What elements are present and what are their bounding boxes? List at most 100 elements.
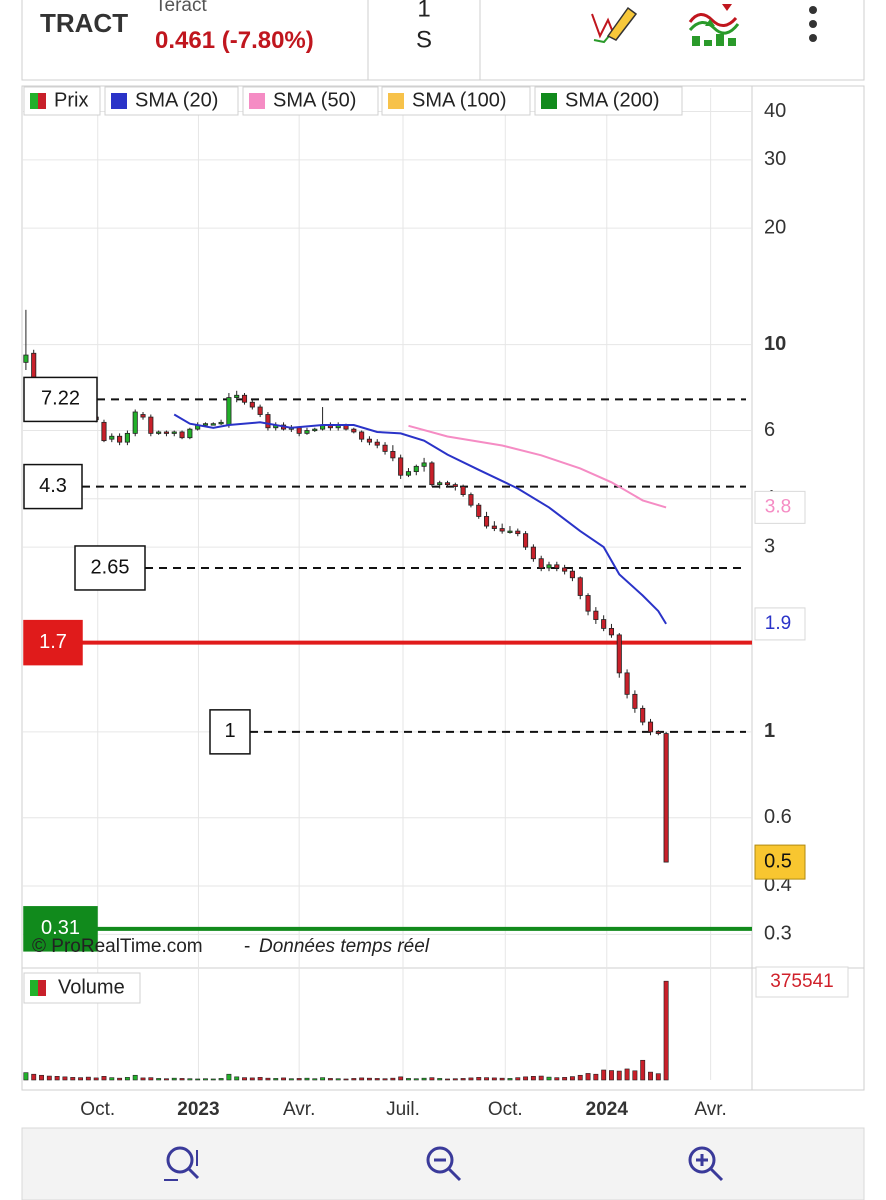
candle-body — [413, 465, 419, 473]
volume-bar — [257, 1077, 263, 1081]
volume-bar — [406, 1078, 411, 1081]
volume-bar — [163, 1078, 169, 1081]
volume-bar — [249, 1077, 255, 1081]
volume-bar — [93, 1077, 99, 1081]
legend-label: SMA (100) — [412, 89, 506, 111]
candle-body — [616, 634, 622, 674]
legend-box — [381, 86, 531, 116]
level-label-box — [209, 709, 251, 755]
candle-body — [257, 406, 263, 415]
volume-bar — [39, 1074, 44, 1081]
legend-swatch — [249, 93, 265, 109]
candle-body — [437, 482, 443, 486]
volume-bar — [78, 1077, 84, 1081]
legend-box — [534, 86, 683, 116]
volume-bar — [366, 1077, 372, 1081]
candle-body — [366, 438, 372, 443]
legend-label: SMA (200) — [565, 89, 659, 111]
indicator-icon[interactable] — [688, 4, 740, 46]
volume-bar — [476, 1077, 482, 1081]
volume-bar — [148, 1077, 154, 1081]
x-tick-label: Juil. — [386, 1099, 420, 1120]
candle-body — [585, 595, 591, 612]
volume-last-box — [755, 966, 849, 998]
legend-box — [23, 86, 101, 116]
volume-plot — [23, 980, 669, 1081]
volume-last-label: 375541 — [770, 971, 833, 992]
zoom-in-icon[interactable] — [688, 1146, 724, 1182]
legend-swatch — [111, 93, 127, 109]
toolbar — [21, 1127, 865, 1200]
candle-body — [156, 431, 162, 434]
volume-bar — [335, 1078, 341, 1081]
volume-bar — [304, 1077, 310, 1081]
candle-body — [452, 484, 458, 487]
footer-note: Données temps réel — [259, 936, 430, 957]
legend-box — [242, 86, 379, 116]
interval-unit[interactable]: S — [416, 26, 432, 53]
last-price-box — [754, 844, 806, 880]
volume-bar — [31, 1073, 37, 1081]
menu-icon[interactable] — [809, 6, 817, 42]
legend-label: SMA (20) — [135, 89, 218, 111]
candle-body — [23, 354, 29, 363]
volume-bar — [242, 1077, 247, 1081]
volume-bar — [187, 1078, 193, 1081]
level-label-box — [23, 619, 83, 666]
legend-label: Prix — [54, 89, 88, 111]
level-label-box — [23, 376, 98, 423]
candle-body — [140, 414, 146, 418]
volume-bar — [460, 1078, 466, 1081]
price-plot — [23, 309, 752, 931]
candle-body — [491, 525, 497, 529]
zoom-fit-icon[interactable] — [164, 1146, 200, 1181]
y-tick-label: 0.6 — [764, 806, 792, 828]
candle-body — [523, 533, 529, 548]
draw-tool-icon[interactable] — [591, 6, 638, 44]
volume-bar — [601, 1069, 607, 1081]
candle-body — [218, 421, 224, 425]
volume-bar — [624, 1068, 630, 1081]
volume-bar — [124, 1077, 130, 1081]
legend-box — [104, 86, 239, 116]
candle-body — [382, 444, 388, 452]
volume-bar — [70, 1077, 76, 1081]
volume-bar — [351, 1078, 357, 1081]
volume-bar — [437, 1078, 443, 1081]
x-tick-label: Avr. — [283, 1099, 315, 1120]
volume-bar — [523, 1076, 529, 1081]
candle-body — [148, 416, 154, 434]
candle-body — [304, 430, 310, 434]
candle-body — [359, 431, 365, 440]
y-tick-label: 0.4 — [764, 874, 792, 896]
volume-bar — [156, 1078, 162, 1081]
candle-body — [226, 397, 232, 426]
volume-bar — [101, 1076, 107, 1081]
volume-bar — [140, 1077, 146, 1081]
level-label: 0.31 — [41, 917, 80, 939]
volume-bar — [203, 1078, 208, 1081]
volume-bar — [195, 1078, 201, 1081]
volume-bar — [655, 1073, 661, 1081]
volume-bar — [343, 1078, 349, 1081]
ticker: TRACT — [40, 8, 128, 38]
candle-body — [405, 471, 412, 476]
volume-bar — [538, 1075, 544, 1081]
volume-bar — [546, 1076, 552, 1081]
volume-bar — [288, 1078, 294, 1081]
candle-body — [429, 462, 435, 486]
volume-bar — [530, 1076, 536, 1081]
volume-bar — [445, 1078, 450, 1081]
legend-swatch — [38, 980, 46, 996]
volume-bar — [54, 1076, 60, 1081]
legend-swatch — [388, 93, 404, 109]
zoom-out-icon[interactable] — [426, 1146, 462, 1182]
candle-body — [374, 441, 380, 446]
candle-body — [241, 394, 248, 403]
volume-bar — [609, 1070, 614, 1081]
interval-count[interactable]: 1 — [417, 0, 430, 22]
volume-bar — [562, 1077, 568, 1081]
volume-bar — [23, 1072, 29, 1081]
volume-bar — [132, 1074, 138, 1081]
y-tick-label: 0.3 — [764, 923, 792, 945]
